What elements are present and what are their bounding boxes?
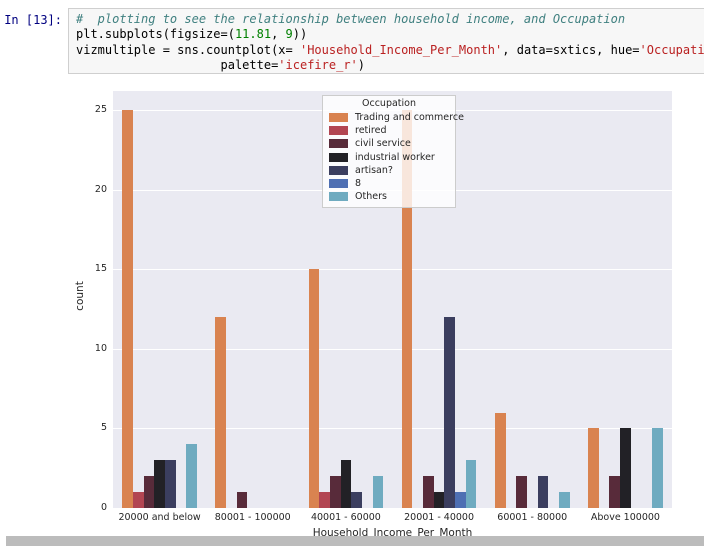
code-editor[interactable]: # plotting to see the relationship betwe…	[68, 8, 704, 74]
bar-industrial-worker	[340, 460, 352, 508]
bar-others	[558, 492, 570, 508]
gridline	[113, 348, 672, 350]
legend-item: retired	[329, 124, 449, 137]
y-tick-label: 25	[94, 104, 107, 116]
bar-artisan-	[164, 460, 176, 508]
legend-label: Trading and commerce	[355, 112, 464, 124]
y-tick-label: 20	[94, 183, 107, 195]
y-tick-label: 5	[100, 422, 107, 434]
gridline	[113, 508, 672, 509]
bar-artisan-	[444, 317, 456, 508]
code-token-string: 'Household_Income_Per_Month'	[299, 42, 503, 57]
bar-trading-and-commerce	[122, 110, 133, 508]
bar-industrial-worker	[433, 492, 445, 508]
legend-label: 8	[355, 178, 362, 190]
legend-items: Trading and commerce retired civil service…	[329, 111, 464, 203]
x-tick-label: Above 100000	[590, 512, 660, 523]
x-tick-label: 20000 and below	[118, 512, 201, 523]
bar-trading-and-commerce	[401, 110, 413, 508]
legend: Occupation Trading and commerce retired ci…	[322, 95, 464, 209]
x-tick-label: 80001 - 100000	[214, 512, 291, 523]
x-tick-label: 20001 - 40000	[404, 512, 475, 523]
bar-industrial-worker	[620, 428, 631, 508]
y-tick-label: 10	[94, 342, 107, 354]
code-token-plain: palette=	[76, 57, 279, 72]
bar-trading-and-commerce	[215, 317, 227, 508]
bar-civil-service	[143, 476, 155, 508]
legend-item: 8	[329, 177, 449, 190]
bar-civil-service	[329, 476, 341, 508]
code-lines: # plotting to see the relationship betwe…	[76, 12, 704, 73]
axes-area: Occupation Trading and commerce retired ci…	[113, 91, 672, 509]
bar-civil-service	[236, 492, 248, 508]
input-prompt: In [13]:	[4, 13, 62, 27]
code-token-string: 'icefire_r'	[278, 57, 358, 72]
code-token-plain: plt.subplots(figsize=(	[76, 27, 235, 42]
bar-others	[465, 460, 477, 508]
bar-artisan-	[537, 476, 549, 508]
bar-retired	[132, 492, 144, 508]
bar-trading-and-commerce	[588, 428, 599, 508]
code-token-plain: ))	[292, 27, 308, 42]
horizontal-scrollbar[interactable]	[6, 536, 704, 546]
bar-others	[186, 444, 197, 508]
legend-item: civil service	[329, 137, 449, 150]
legend-swatch	[329, 113, 348, 123]
legend-item: Trading and commerce	[329, 111, 464, 124]
bar-trading-and-commerce	[308, 269, 320, 508]
code-token-number: 11.81	[234, 27, 272, 42]
legend-swatch	[329, 139, 348, 149]
bar-civil-service	[423, 476, 434, 508]
legend-swatch	[329, 192, 348, 202]
legend-swatch	[329, 165, 348, 175]
y-tick-labels: 0 5 10 15 20 25	[75, 88, 107, 513]
gridline	[113, 428, 672, 430]
bar-8	[455, 492, 466, 508]
bar-others	[372, 476, 384, 508]
legend-swatch	[329, 152, 348, 162]
gridline	[113, 269, 672, 271]
legend-item: artisan?	[329, 164, 449, 177]
y-tick-label: 15	[94, 263, 107, 275]
legend-label: civil service	[355, 138, 411, 150]
x-tick-label: 40001 - 60000	[310, 512, 381, 523]
legend-label: industrial worker	[355, 151, 435, 163]
legend-label: artisan?	[355, 164, 393, 176]
code-line: # plotting to see the relationship betwe…	[76, 12, 704, 27]
code-line: plt.subplots(figsize=(11.81, 9))	[76, 27, 704, 42]
code-line: vizmultiple = sns.countplot(x= 'Househol…	[76, 43, 704, 58]
code-token-plain: )	[357, 57, 366, 72]
bar-civil-service	[516, 476, 527, 508]
code-token-string: 'Occupatio	[639, 42, 704, 57]
legend-swatch	[329, 179, 348, 189]
legend-item: Others	[329, 190, 449, 203]
figure-output: Occupation Trading and commerce retired ci…	[74, 88, 704, 539]
code-token-plain: vizmultiple = sns.countplot(x=	[76, 42, 300, 57]
legend-item: industrial worker	[329, 151, 449, 164]
code-token-comment: # plotting to see the relationship betwe…	[76, 12, 626, 26]
legend-swatch	[329, 126, 348, 136]
bar-trading-and-commerce	[494, 412, 506, 508]
code-line: palette='icefire_r')	[76, 58, 704, 73]
x-tick-label: 60001 - 80000	[497, 512, 568, 523]
code-token-plain: , data=sxtics, hue=	[502, 42, 640, 57]
code-token-plain: ,	[271, 27, 286, 42]
legend-title: Occupation	[362, 98, 416, 109]
legend-label: retired	[355, 125, 387, 137]
bar-others	[652, 428, 663, 508]
y-axis-label: count	[74, 281, 86, 311]
bar-artisan-	[351, 492, 362, 508]
legend-label: Others	[355, 191, 387, 203]
bar-retired	[319, 492, 330, 508]
bar-civil-service	[609, 476, 621, 508]
bar-industrial-worker	[154, 460, 165, 508]
code-token-number: 9	[285, 27, 293, 42]
y-tick-label: 0	[100, 502, 107, 513]
